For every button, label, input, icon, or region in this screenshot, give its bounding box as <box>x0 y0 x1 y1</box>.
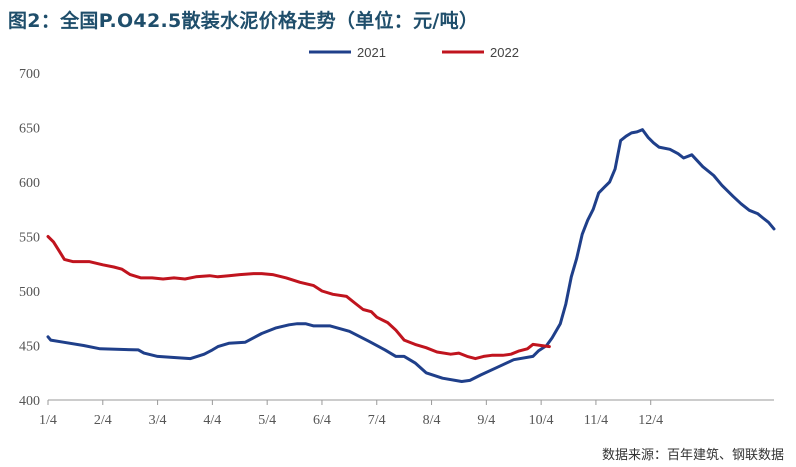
x-tick-label: 12/4 <box>638 413 663 428</box>
chart-title: 图2：全国P.O42.5散装水泥价格走势（单位：元/吨） <box>8 10 479 32</box>
x-tick-label: 9/4 <box>477 413 495 428</box>
x-tick-label: 1/4 <box>39 413 57 428</box>
x-tick-label: 7/4 <box>368 413 386 428</box>
x-tick-label: 5/4 <box>258 413 276 428</box>
y-tick-label: 450 <box>19 340 40 355</box>
y-tick-label: 600 <box>19 176 40 191</box>
y-tick-label: 650 <box>19 122 40 137</box>
x-tick-label: 11/4 <box>584 413 608 428</box>
x-tick-label: 2/4 <box>94 413 112 428</box>
source-note: 数据来源：百年建筑、钢联数据 <box>601 448 784 463</box>
legend: 2021 2022 <box>309 45 519 60</box>
y-tick-label: 500 <box>19 285 40 300</box>
x-axis: 1/4 2/4 3/4 4/4 5/4 6/4 7/4 8/4 9/4 10/4 11/4 12/4 <box>39 399 774 428</box>
series-line-2021 <box>46 128 776 383</box>
y-tick-label: 550 <box>19 231 40 246</box>
series-line-2022 <box>46 235 551 361</box>
y-tick-label: 700 <box>19 67 40 82</box>
series-layer <box>46 128 776 383</box>
legend-label-2022: 2022 <box>490 45 519 60</box>
y-axis: 400 450 500 550 600 650 700 <box>19 67 40 409</box>
x-tick-label: 6/4 <box>313 413 331 428</box>
x-tick-label: 3/4 <box>149 413 167 428</box>
y-tick-label: 400 <box>19 394 40 409</box>
x-tick-label: 10/4 <box>529 413 554 428</box>
x-tick-label: 4/4 <box>203 413 221 428</box>
x-tick-label: 8/4 <box>423 413 441 428</box>
legend-label-2021: 2021 <box>357 45 386 60</box>
